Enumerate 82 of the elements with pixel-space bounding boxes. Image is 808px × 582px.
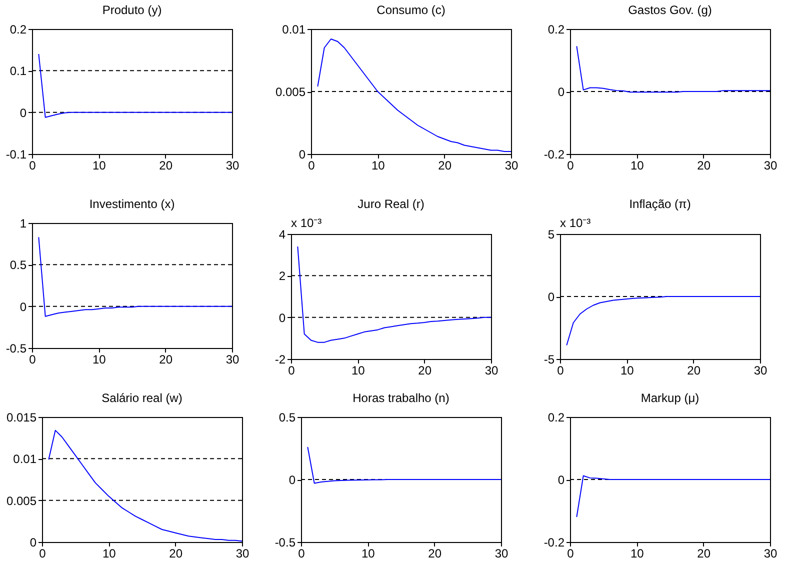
y-tick-label: 0.2 [548, 22, 565, 36]
x-tick-label: 10 [102, 546, 116, 560]
x-tick-label: 10 [351, 364, 366, 378]
chart-title: Produto (y) [102, 3, 162, 17]
y-tick-label: 0 [20, 106, 27, 120]
line-series [307, 446, 502, 484]
line-series [576, 475, 770, 518]
chart-title: Gastos Gov. (g) [628, 3, 712, 17]
x-tick-label: 0 [308, 158, 316, 172]
y-tick-label: -0.5 [6, 342, 27, 356]
y-tick-label: 0 [288, 473, 296, 487]
y-tick-label: 2 [278, 269, 286, 284]
y-tick-label: 0.01 [282, 22, 306, 36]
x-tick-label: 0 [567, 546, 574, 560]
chart-title: Horas trabalho (n) [352, 391, 450, 405]
x-tick-label: 10 [630, 158, 644, 172]
y-tick-label: 0.2 [10, 22, 27, 36]
x-tick-label: 20 [428, 546, 442, 560]
y-tick-label: 0 [558, 473, 565, 487]
line-series [38, 54, 232, 118]
y-tick-label: 0 [30, 536, 37, 550]
y-tick-label: -0.2 [544, 148, 565, 162]
line-series [297, 246, 492, 343]
line-series [38, 236, 232, 317]
y-tick-label: 0.5 [10, 258, 27, 272]
x-tick-label: 20 [418, 364, 432, 378]
chart-title: Juro Real (r) [358, 197, 424, 211]
y-tick-label: -5 [544, 352, 555, 366]
x-tick-label: 30 [226, 352, 240, 366]
line-series [576, 46, 770, 93]
x-tick-label: 20 [169, 546, 183, 560]
x-tick-label: 0 [39, 546, 46, 560]
x-tick-label: 10 [620, 364, 634, 378]
x-tick-label: 30 [754, 364, 768, 378]
x-tick-label: 0 [567, 158, 574, 172]
chart-title: Consumo (c) [376, 3, 446, 17]
y-tick-label: 0 [278, 310, 286, 325]
chart-title: Salário real (w) [102, 391, 182, 405]
y-tick-label: 0.005 [275, 85, 306, 99]
x-tick-label: 10 [92, 158, 106, 172]
y-tick-label: -0.2 [544, 536, 565, 550]
y-tick-label: 0 [548, 290, 555, 304]
line-series [566, 296, 760, 346]
y-tick-label: 0.005 [6, 494, 37, 508]
x-tick-label: 10 [371, 158, 386, 172]
y-tick-label: -0.1 [6, 148, 27, 162]
y-tick-label: -0.5 [274, 536, 296, 550]
x-tick-label: 20 [159, 352, 173, 366]
y-tick-label: 5 [548, 228, 555, 242]
x-tick-label: 30 [764, 546, 778, 560]
chart-title: Inflação (π) [629, 197, 691, 211]
y-tick-label: 0.5 [278, 410, 296, 424]
x-tick-label: 30 [764, 158, 778, 172]
x-tick-label: 20 [697, 546, 711, 560]
x-tick-label: 20 [697, 158, 711, 172]
y-tick-label: 1 [20, 216, 27, 230]
y-tick-label: 0 [558, 85, 565, 99]
x-tick-label: 10 [92, 352, 106, 366]
chart-title: Markup (μ) [640, 391, 700, 405]
chart-title: Investimento (x) [89, 197, 175, 211]
x-tick-label: 20 [438, 158, 452, 172]
text: x 10⁻³ [291, 216, 322, 230]
x-tick-label: 30 [504, 158, 518, 172]
x-tick-label: 20 [159, 158, 173, 172]
x-tick-label: 30 [226, 158, 240, 172]
y-tick-label: 0.01 [13, 452, 37, 466]
line-series [317, 38, 512, 152]
x-tick-label: 20 [687, 364, 701, 378]
line-series [48, 430, 242, 542]
y-tick-label: 4 [278, 228, 286, 242]
text: x 10⁻³ [560, 216, 591, 230]
x-tick-label: 30 [494, 546, 508, 560]
y-tick-label: 0.015 [6, 410, 37, 424]
x-tick-label: 10 [361, 546, 376, 560]
y-tick-label: -2 [274, 352, 286, 366]
x-tick-label: 30 [484, 364, 498, 378]
y-tick-label: 0.2 [548, 410, 565, 424]
x-tick-label: 10 [630, 546, 644, 560]
y-tick-label: 0.1 [10, 64, 27, 78]
y-tick-label: 0 [20, 300, 27, 314]
x-tick-label: 30 [236, 546, 250, 560]
y-tick-label: 0 [298, 148, 306, 162]
